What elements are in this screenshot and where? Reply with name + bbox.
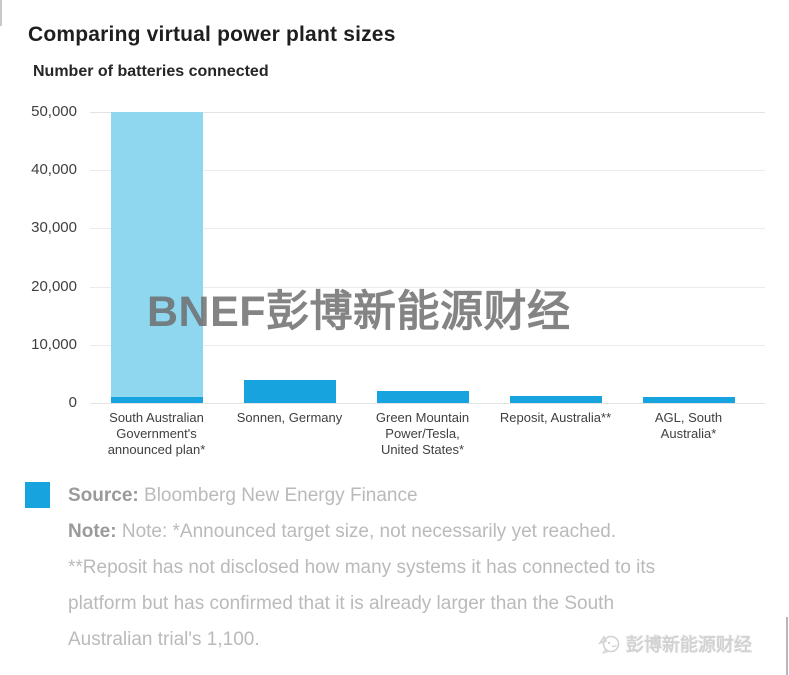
- bar-column: [622, 112, 755, 403]
- gridline: [90, 112, 765, 113]
- bar-column: [90, 112, 223, 403]
- gridline: [90, 286, 765, 288]
- page-edge-artifact-right: [786, 617, 788, 675]
- category-label: South Australian Government's announced …: [107, 410, 206, 457]
- category-label: Green Mountain Power/Tesla, United State…: [375, 410, 470, 457]
- y-tick-label: 20,000: [31, 277, 77, 295]
- bar-column: [356, 112, 489, 403]
- bnef-center-watermark: BNEF彭博新能源财经: [147, 288, 571, 336]
- bar: [642, 397, 735, 403]
- gridline: [90, 403, 765, 404]
- gridline: [90, 228, 765, 230]
- bar: [243, 380, 336, 403]
- y-tick-label: 0: [68, 394, 77, 411]
- y-tick-label: 10,000: [31, 335, 77, 353]
- bar-series: [90, 112, 755, 403]
- category-label: AGL, South Australia*: [654, 410, 723, 441]
- legend-swatch: [25, 482, 50, 508]
- bar: [110, 112, 203, 403]
- bar-overlay-segment: [110, 397, 203, 403]
- category-label: Reposit, Australia**: [499, 410, 612, 425]
- plot-area: [90, 112, 765, 404]
- gridline: [90, 344, 765, 346]
- source-text: Bloomberg New Energy Finance: [144, 485, 418, 506]
- chart-title: Comparing virtual power plant sizes: [28, 23, 396, 46]
- note-line: platform but has confirmed that it is al…: [68, 593, 615, 614]
- bnef-logo-icon: [597, 633, 621, 655]
- note-line: **Reposit has not disclosed how many sys…: [68, 557, 656, 578]
- bar: [376, 391, 469, 403]
- x-axis-category-labels: South Australian Government's announced …: [90, 410, 755, 458]
- y-tick-label: 40,000: [31, 161, 77, 179]
- gridline: [90, 170, 765, 172]
- y-tick-label: 30,000: [31, 219, 77, 237]
- category-label: Sonnen, Germany: [236, 410, 343, 425]
- source-label: Source:: [68, 485, 139, 506]
- y-axis: 0 10,000 20,000 30,000 40,000 50,000: [0, 103, 77, 411]
- page-edge-artifact-left: [0, 0, 2, 26]
- bar: [509, 396, 602, 403]
- axis-caption: Number of batteries connected: [33, 63, 269, 80]
- note-label: Note:: [68, 521, 117, 542]
- wechat-watermark-text: 彭博新能源财经: [626, 635, 752, 655]
- bar-column: [223, 112, 356, 403]
- chart-footnote: Source: Bloomberg New Energy Finance Not…: [25, 478, 760, 658]
- y-tick-label: 50,000: [31, 103, 77, 120]
- note-line: Note: *Announced target size, not necess…: [121, 521, 617, 542]
- note-line: Australian trial's 1,100.: [68, 629, 260, 650]
- bar-column: [489, 112, 622, 403]
- bnef-wechat-watermark: 彭博新能源财经: [597, 631, 752, 657]
